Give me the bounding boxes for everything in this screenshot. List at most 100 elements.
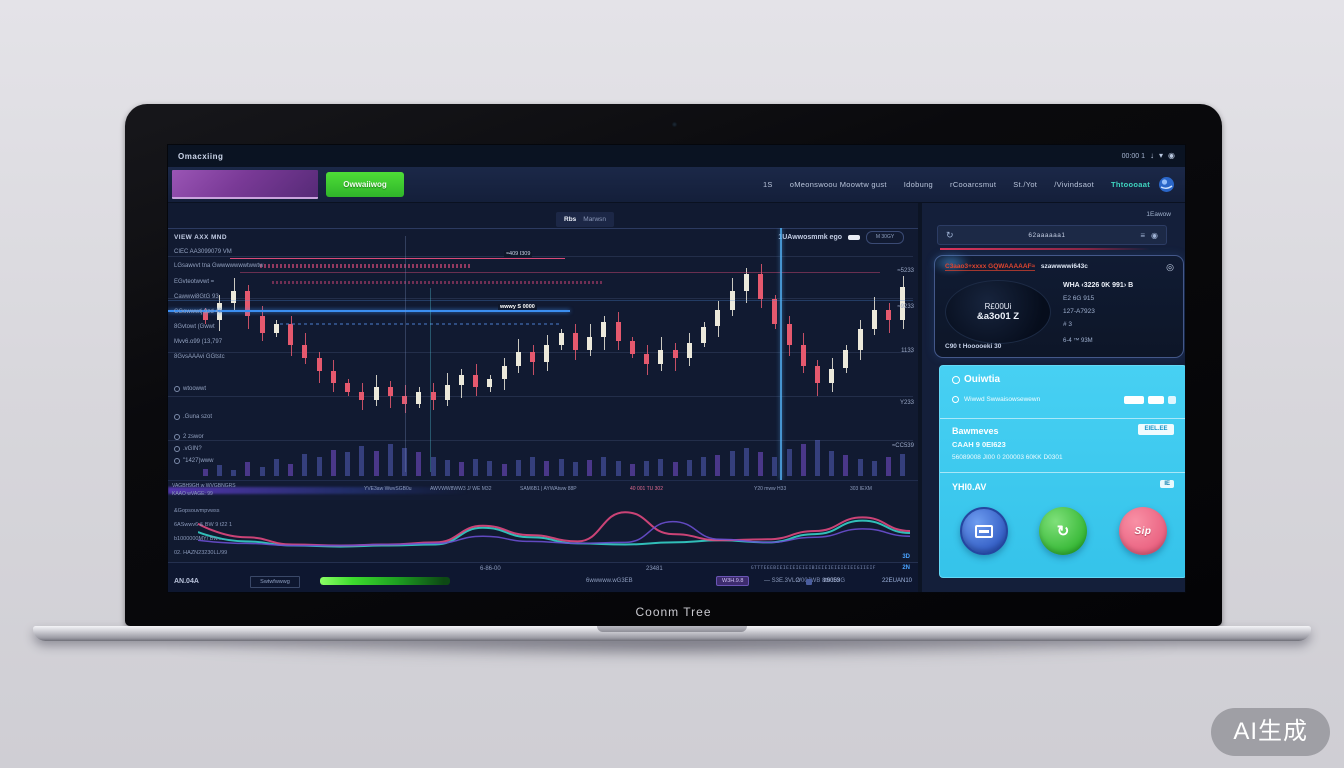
volume-bar (273, 458, 279, 476)
nav-item[interactable]: St./Yot (1013, 180, 1038, 189)
candle-body (202, 311, 208, 321)
candle-body (572, 332, 578, 350)
watchlist-row[interactable]: CGowwwtj 9zd 42 (174, 309, 222, 315)
crosshair-line (405, 236, 406, 472)
gridline (168, 298, 913, 299)
chart-tab[interactable]: Rbs Marwsn (556, 212, 615, 227)
watchlist-row[interactable]: VIEW AXX MND (174, 234, 227, 241)
watchlist-row[interactable]: 2 zswor (174, 434, 204, 440)
chart-range-button[interactable]: M 30GY (866, 231, 904, 244)
search-bar[interactable]: ↻ 62aaaaaa1 ≡ ◉ (937, 225, 1167, 245)
footer-label: 40 001 TU 302 (630, 486, 663, 492)
view-3d-button[interactable]: 3D (902, 554, 910, 560)
watchlist-row[interactable]: "1427)www (174, 458, 213, 464)
watchlist-row-label: EGvteotwvwt = (174, 279, 215, 285)
nav-item[interactable]: rCooarcsmut (950, 180, 997, 189)
watchlist-row[interactable]: 8GvsAAAvi GGtstc (174, 354, 225, 360)
watchlist-row[interactable]: .Guna szot (174, 414, 212, 420)
chart-footer-row: VAGBH9GH w WVGBNGRS KAAO wVAGE: 99 YVE3aw … (168, 480, 918, 502)
indicator-panel[interactable]: 3D &Gopsouvmpvwss 6ASwwv6 & BW 9 t22 1 b10… (168, 500, 918, 562)
volume-bar (430, 457, 436, 476)
volume-bar (871, 461, 877, 476)
watchlist-row[interactable]: CIEC AA3099079 VM (174, 249, 232, 255)
laptop-brand: Coonm Tree (635, 605, 712, 619)
price-alert-line[interactable] (230, 258, 565, 259)
nav-item[interactable]: 1S (762, 180, 773, 189)
arrow-down-icon[interactable]: ↓ (1150, 151, 1154, 160)
toggle-pill[interactable] (1124, 396, 1144, 404)
toggle-circle-icon[interactable] (174, 458, 180, 464)
menu-icon[interactable]: ≡ (1140, 230, 1146, 240)
watchlist-row[interactable]: LGsawvvt tna Gwwwwwwwtwwtw (174, 263, 263, 269)
refresh-icon[interactable]: ↻ (946, 229, 954, 240)
toggle-pill[interactable] (1168, 396, 1176, 404)
card-footer-left: C90 t Hooooeki 30 (945, 343, 1002, 350)
zoom-2n-button[interactable]: 2N (902, 565, 910, 571)
send-button[interactable]: Sip (1119, 507, 1167, 555)
watchlist-row-label: LGsawvvt tna Gwwwwwwwtwwtw (174, 263, 264, 269)
balance-badge[interactable]: EIEL.EE (1138, 424, 1174, 435)
swap-button[interactable]: ↻ (1039, 507, 1087, 555)
watchlist-row[interactable]: Cawwwi8GtG 93 (174, 294, 219, 300)
watchlist-row[interactable]: .vGIN? (174, 446, 202, 452)
candlestick-chart[interactable]: ≈409 I309 wwwy S 0000 VIEW AXX MND CIEC A… (168, 228, 918, 480)
actions-badge[interactable]: IE (1160, 480, 1174, 488)
candle-body (629, 341, 635, 354)
nav-item[interactable]: /Vivindsaot (1054, 180, 1095, 189)
volume-bar (900, 453, 906, 476)
toggle-circle-icon[interactable] (174, 386, 180, 392)
chart-overlay-label: 1UAwwosmmk ego (778, 234, 842, 241)
cta-button[interactable]: Owwaiiwog (326, 172, 404, 197)
price-alert-line[interactable] (240, 272, 880, 273)
wallet-button[interactable] (960, 507, 1008, 555)
power-icon[interactable]: ◉ (1168, 151, 1175, 160)
alert-stripe (280, 323, 560, 325)
account-card[interactable]: C3aao3+xxxx GQWAAAAAF≈ szawwwwi643c ◎ R£… (931, 252, 1184, 358)
candle-body (587, 337, 593, 350)
watchlist-row[interactable]: wtoowwt (174, 386, 206, 392)
volume-bar (316, 457, 322, 476)
account-icon[interactable]: ◉ (1151, 230, 1158, 240)
nav-item[interactable]: Idobung (903, 180, 934, 189)
clock-icon (952, 375, 960, 384)
watchlist-row-label: wtoowwt (183, 386, 207, 392)
search-input[interactable]: 62aaaaaa1 (1028, 231, 1066, 239)
candle-body (800, 345, 806, 367)
watchlist-row[interactable]: Mvv6.o99 (13,797 (174, 339, 222, 345)
brand-logo-block[interactable] (172, 170, 318, 199)
ai-watermark: AI生成 (1211, 708, 1330, 756)
candle-body (786, 324, 792, 346)
toggle-pill[interactable] (1148, 396, 1164, 404)
candle-body (672, 349, 678, 358)
globe-icon[interactable] (1158, 176, 1175, 193)
status-chip[interactable]: Swtwfwwwg (250, 576, 300, 588)
price-label: ≈5233 (897, 268, 914, 274)
volume-bar (402, 448, 407, 476)
toggle-circle-icon[interactable] (174, 434, 180, 440)
refresh-icon: ↻ (1056, 522, 1070, 540)
active-price-line[interactable] (168, 310, 570, 312)
candle-body (458, 374, 464, 386)
nav-item[interactable]: Thtoooaat (1111, 180, 1150, 189)
wifi-icon[interactable]: ▾ (1159, 151, 1164, 160)
volume-bar (501, 463, 507, 476)
candle-body (359, 391, 365, 400)
footer-label: Y20 mww H33 (754, 486, 787, 492)
candle-body (345, 383, 350, 392)
watchlist-row[interactable]: 8Gvtowt (Gwwt (174, 324, 215, 330)
toolbar-pill[interactable] (848, 235, 860, 240)
volume-bar (259, 466, 265, 476)
navbar: Owwaiiwog 1S oMeonswoou Moowtw gust Idobun… (168, 167, 1185, 203)
wallet-subrow: Wiwwd Swwaisowsewewn (952, 396, 1040, 403)
glow-streak (168, 487, 468, 494)
info-icon[interactable]: ◎ (1166, 262, 1174, 272)
volume-bar (743, 447, 749, 476)
toggle-circle-icon[interactable] (174, 414, 180, 420)
nav-item[interactable]: oMeonswoou Moowtw gust (789, 180, 887, 189)
laptop-base-notch (597, 626, 747, 632)
status-item: 6wwwww.wG3EB (586, 578, 633, 584)
toggle-circle-icon[interactable] (174, 446, 180, 452)
volume-bar (644, 461, 650, 476)
watchlist-row[interactable]: EGvteotwvwt = (174, 279, 214, 285)
